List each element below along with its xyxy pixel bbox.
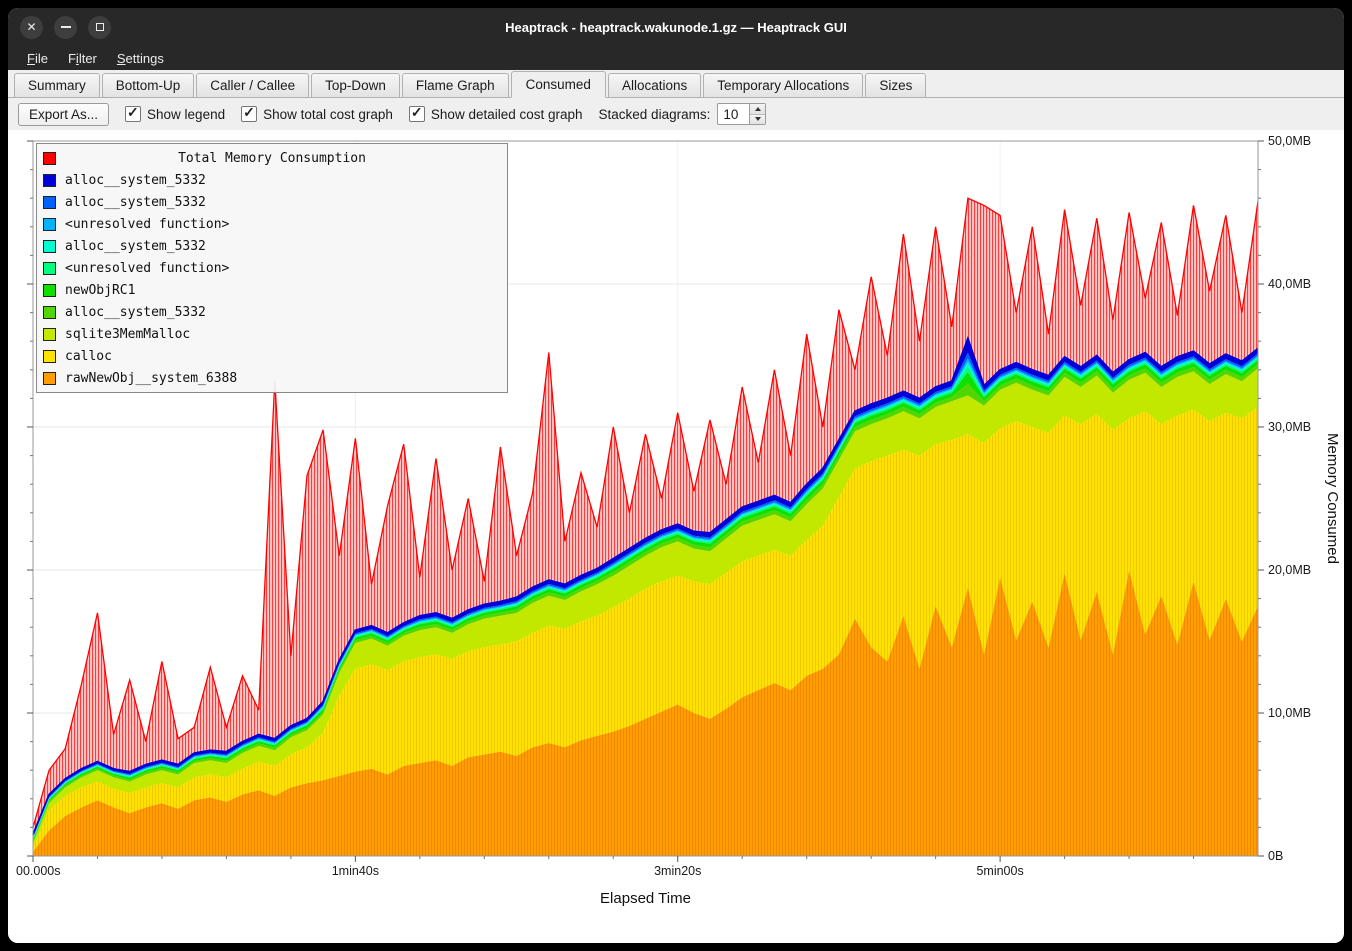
chart-legend: Total Memory Consumption alloc__system_5… <box>36 143 508 393</box>
legend-item-unresolved-function: <unresolved function> <box>37 257 507 279</box>
spin-up-button[interactable] <box>750 104 766 114</box>
legend-swatch-total <box>43 151 56 165</box>
svg-text:Elapsed Time: Elapsed Time <box>600 890 691 907</box>
heaptrack-window: ✕ Heaptrack - heaptrack.wakunode.1.gz — … <box>8 8 1344 943</box>
checkbox-label: Show total cost graph <box>263 106 393 122</box>
legend-swatch <box>43 217 56 231</box>
toolbar: Export As... Show legend Show total cost … <box>8 98 1344 130</box>
tab-top-down[interactable]: Top-Down <box>311 73 400 97</box>
svg-text:5min00s: 5min00s <box>976 864 1023 878</box>
minimize-icon <box>60 26 71 28</box>
tab-caller-callee[interactable]: Caller / Callee <box>196 73 310 97</box>
legend-item-calloc: calloc <box>37 345 507 367</box>
legend-label: <unresolved function> <box>65 216 230 232</box>
window-title: Heaptrack - heaptrack.wakunode.1.gz — He… <box>505 19 847 35</box>
consumed-chart[interactable]: 0B 10,0MB 20,0MB 30,0MB 40,0MB 50,0MB 00.000s 1… <box>8 130 1344 943</box>
svg-text:20,0MB: 20,0MB <box>1268 563 1311 577</box>
checkbox-label: Show legend <box>147 106 226 122</box>
legend-label: alloc__system_5332 <box>65 172 206 188</box>
legend-label: sqlite3MemMalloc <box>65 326 191 342</box>
svg-text:30,0MB: 30,0MB <box>1268 420 1311 434</box>
svg-text:00.000s: 00.000s <box>16 864 60 878</box>
legend-label: calloc <box>65 348 112 364</box>
spin-down-button[interactable] <box>750 113 766 124</box>
legend-label: alloc__system_5332 <box>65 194 206 210</box>
stacked-diagrams-label: Stacked diagrams: <box>598 106 711 122</box>
export-as-button[interactable]: Export As... <box>18 102 110 126</box>
tab-allocations[interactable]: Allocations <box>607 73 702 97</box>
svg-text:3min20s: 3min20s <box>654 864 701 878</box>
legend-item-newobjrc1: newObjRC1 <box>37 279 507 301</box>
legend-swatch <box>43 349 56 363</box>
legend-item-unresolved-function: <unresolved function> <box>37 213 507 235</box>
legend-item-sqlite3memmalloc: sqlite3MemMalloc <box>37 323 507 345</box>
checkbox-label: Show detailed cost graph <box>430 106 583 122</box>
maximize-button[interactable] <box>88 15 111 39</box>
chart-area: 0B 10,0MB 20,0MB 30,0MB 40,0MB 50,0MB 00.000s 1… <box>8 130 1344 943</box>
svg-text:10,0MB: 10,0MB <box>1268 706 1311 720</box>
tab-bottom-up[interactable]: Bottom-Up <box>101 73 195 97</box>
menu-file[interactable]: File <box>27 50 48 66</box>
legend-item-alloc-system-5332: alloc__system_5332 <box>37 235 507 257</box>
legend-label: alloc__system_5332 <box>65 238 206 254</box>
menu-filter[interactable]: Filter <box>67 50 97 66</box>
legend-swatch <box>43 283 56 297</box>
checkbox-box[interactable] <box>125 104 142 122</box>
stacked-diagrams-spinbox[interactable]: 10 <box>717 103 767 125</box>
checkbox-show-legend[interactable]: Show legend <box>125 104 226 122</box>
stacked-diagrams-group: Stacked diagrams: 10 <box>599 103 767 125</box>
spinbox-value[interactable]: 10 <box>723 106 739 122</box>
window-titlebar[interactable]: ✕ Heaptrack - heaptrack.wakunode.1.gz — … <box>8 8 1344 46</box>
checkbox-box[interactable] <box>408 104 425 122</box>
legend-item-alloc-system-5332: alloc__system_5332 <box>37 301 507 323</box>
legend-label: newObjRC1 <box>65 282 136 298</box>
window-controls: ✕ <box>20 8 111 46</box>
tab-summary[interactable]: Summary <box>14 73 100 97</box>
legend-label: <unresolved function> <box>65 260 230 276</box>
tab-flame-graph[interactable]: Flame Graph <box>401 73 509 97</box>
legend-title: Total Memory Consumption <box>178 150 366 166</box>
legend-swatch <box>43 195 56 209</box>
legend-swatch <box>43 239 56 253</box>
tab-sizes[interactable]: Sizes <box>865 73 927 97</box>
checkbox-row: Show legend Show total cost graph Show det… <box>125 104 583 122</box>
legend-item-alloc-system-5332: alloc__system_5332 <box>37 191 507 213</box>
svg-text:Memory Consumed: Memory Consumed <box>1324 433 1341 564</box>
legend-label: alloc__system_5332 <box>65 304 206 320</box>
close-button[interactable]: ✕ <box>20 15 43 39</box>
legend-items: alloc__system_5332 alloc__system_5332 <unr… <box>37 169 507 389</box>
legend-item-alloc-system-5332: alloc__system_5332 <box>37 169 507 191</box>
checkbox-box[interactable] <box>241 104 258 122</box>
checkbox-show-total-cost-graph[interactable]: Show total cost graph <box>241 104 393 122</box>
minimize-button[interactable] <box>54 15 77 39</box>
menubar: File Filter Settings <box>8 46 1344 70</box>
maximize-icon <box>95 23 104 31</box>
tab-bar: Summary Bottom-Up Caller / Callee Top-Down F… <box>8 70 1344 98</box>
checkbox-show-detailed-cost-graph[interactable]: Show detailed cost graph <box>408 104 583 122</box>
spinbox-buttons <box>749 104 766 124</box>
legend-swatch <box>43 327 56 341</box>
tab-temporary-allocations[interactable]: Temporary Allocations <box>703 73 864 97</box>
menu-settings[interactable]: Settings <box>116 50 164 66</box>
legend-item-rawnewobj-system-6388: rawNewObj__system_6388 <box>37 367 507 389</box>
svg-text:50,0MB: 50,0MB <box>1268 134 1311 148</box>
svg-text:1min40s: 1min40s <box>332 864 379 878</box>
legend-swatch <box>43 371 56 385</box>
legend-swatch <box>43 305 56 319</box>
svg-text:40,0MB: 40,0MB <box>1268 277 1311 291</box>
svg-text:0B: 0B <box>1268 849 1283 863</box>
legend-swatch <box>43 261 56 275</box>
legend-label: rawNewObj__system_6388 <box>65 370 238 386</box>
tab-consumed[interactable]: Consumed <box>510 71 606 98</box>
legend-swatch <box>43 173 56 187</box>
legend-title-row: Total Memory Consumption <box>37 147 507 169</box>
